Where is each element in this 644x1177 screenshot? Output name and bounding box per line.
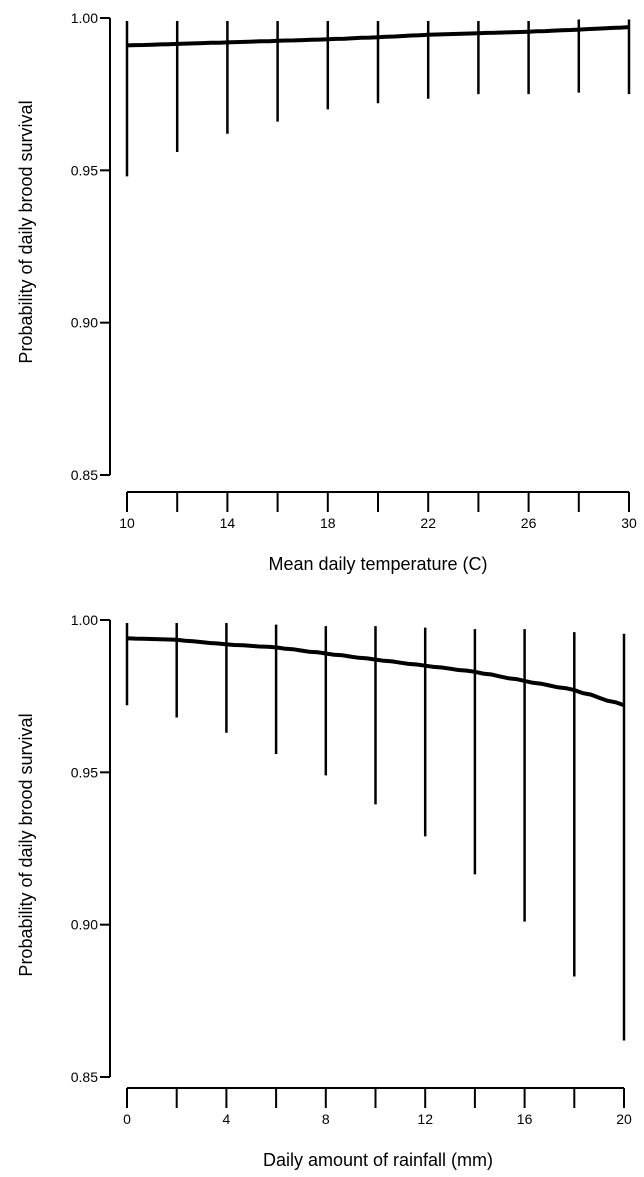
- x-tick-label: 12: [417, 1111, 433, 1127]
- y-tick-label: 0.90: [71, 917, 98, 933]
- y-tick-label: 0.95: [71, 764, 98, 780]
- y-axis-label: Probability of daily brood survival: [16, 713, 36, 976]
- x-tick-label: 16: [517, 1111, 533, 1127]
- x-axis-label: Mean daily temperature (C): [268, 554, 487, 574]
- x-tick-label: 4: [223, 1111, 231, 1127]
- x-tick-label: 10: [119, 515, 135, 531]
- y-tick-label: 1.00: [71, 10, 98, 26]
- series-line: [126, 636, 625, 708]
- x-tick-label: 18: [320, 515, 336, 531]
- y-axis-label: Probability of daily brood survival: [16, 100, 36, 363]
- series-line: [126, 25, 630, 48]
- x-tick-label: 20: [616, 1111, 632, 1127]
- x-tick-label: 8: [322, 1111, 330, 1127]
- y-tick-label: 0.85: [71, 467, 98, 483]
- y-tick-label: 0.85: [71, 1069, 98, 1085]
- x-axis-label: Daily amount of rainfall (mm): [263, 1150, 493, 1170]
- x-tick-label: 0: [123, 1111, 131, 1127]
- temperature-chart: Mean daily temperature (C) Probability o…: [16, 10, 637, 574]
- y-tick-label: 0.95: [71, 162, 98, 178]
- y-tick-label: 1.00: [71, 612, 98, 628]
- x-tick-label: 14: [220, 515, 236, 531]
- x-tick-label: 30: [621, 515, 637, 531]
- x-tick-label: 22: [420, 515, 436, 531]
- y-tick-label: 0.90: [71, 315, 98, 331]
- rainfall-chart: Daily amount of rainfall (mm) Probabilit…: [16, 612, 632, 1170]
- x-tick-label: 26: [521, 515, 537, 531]
